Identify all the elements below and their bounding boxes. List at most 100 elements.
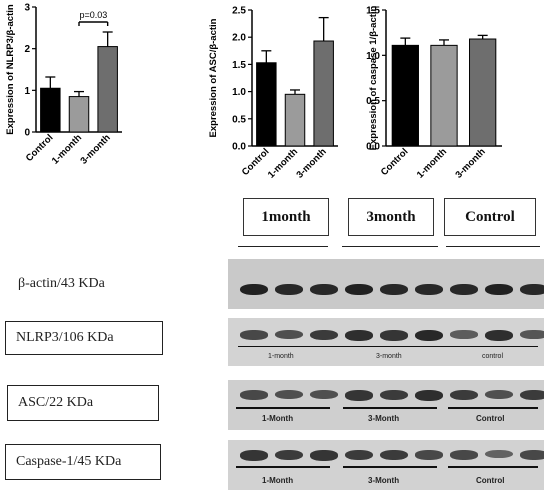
blot-band <box>415 284 443 296</box>
blot-band <box>275 450 303 461</box>
y-tick-label: 1 <box>24 86 30 97</box>
blot-band <box>450 390 478 401</box>
blot-band <box>450 450 478 460</box>
bar <box>430 44 458 147</box>
blot-group-label: 3-month <box>376 353 402 360</box>
bar <box>97 46 118 133</box>
blot-band <box>240 284 268 296</box>
blot-divider <box>236 466 330 468</box>
blot-band <box>520 450 544 460</box>
blot-group-label: Control <box>476 476 505 485</box>
lane-group-3month: 3month <box>348 198 434 236</box>
blot-divider <box>236 407 330 409</box>
blot-band <box>380 390 408 401</box>
lane-group-underline <box>238 246 328 247</box>
bar <box>284 93 306 147</box>
y-tick-label: 1.5 <box>366 6 380 17</box>
protein-label-caspase1: Caspase-1/45 KDa <box>5 444 161 480</box>
y-tick-label: 0 <box>24 128 30 139</box>
x-tick-label: 1-month <box>415 146 449 180</box>
blot-band <box>240 450 268 461</box>
blot-band <box>275 330 303 340</box>
blot-band <box>415 390 443 401</box>
blot-group-label: 1-Month <box>262 414 294 423</box>
bar <box>469 38 497 147</box>
blot-band <box>380 450 408 461</box>
blot-band <box>310 390 338 400</box>
blot-band <box>380 284 408 296</box>
blot-band <box>345 390 373 401</box>
x-tick-label: 3-month <box>79 132 113 166</box>
y-tick-label: 1.5 <box>232 60 246 71</box>
bar <box>313 40 334 147</box>
lane-group-1month: 1month <box>243 198 329 236</box>
blot-band <box>520 390 544 401</box>
protein-label-beta-actin: β-actin/43 KDa <box>18 276 105 291</box>
blot-group-label: 3-Month <box>368 476 400 485</box>
blot-divider <box>448 407 538 409</box>
bar <box>391 44 419 147</box>
blot-group-label: 1-month <box>268 353 294 360</box>
blot-band <box>485 390 513 400</box>
western-blot-nlrp3: 1-month 3-month control <box>228 318 544 366</box>
protein-label-nlrp3: NLRP3/106 KDa <box>5 321 163 355</box>
lane-group-underline <box>446 246 540 247</box>
y-tick-label: 3 <box>24 3 30 14</box>
y-axis-label: Expression of NLRP3/β-actin <box>5 4 16 135</box>
blot-band <box>310 450 338 461</box>
blot-divider <box>343 466 437 468</box>
blot-group-label: 1-Month <box>262 476 294 485</box>
protein-label-asc: ASC/22 KDa <box>7 385 159 421</box>
x-tick-label: 3-month <box>295 146 329 180</box>
x-tick-label: 1-month <box>266 146 300 180</box>
blot-band <box>275 390 303 400</box>
blot-divider <box>238 346 538 347</box>
y-tick-label: 2 <box>24 44 30 55</box>
blot-band <box>380 330 408 341</box>
bar <box>68 96 90 133</box>
blot-group-label: Control <box>476 414 505 423</box>
blot-band <box>345 284 373 296</box>
x-tick-label: 1-month <box>50 132 84 166</box>
blot-band <box>450 330 478 339</box>
x-tick-label: Control <box>379 146 411 178</box>
blot-band <box>310 330 338 341</box>
blot-band <box>485 284 513 296</box>
bar <box>40 87 61 133</box>
significance-label: p=0.03 <box>79 10 107 20</box>
y-tick-label: 1.0 <box>232 87 246 98</box>
y-tick-label: 1.0 <box>366 51 380 62</box>
blot-band <box>345 330 373 341</box>
y-tick-label: 0.0 <box>366 142 380 153</box>
y-axis-label: Expression of ASC/β-actin <box>208 18 219 137</box>
lane-group-control: Control <box>444 198 536 236</box>
bar <box>256 62 277 147</box>
blot-band <box>275 284 303 296</box>
blot-group-label: 3-Month <box>368 414 400 423</box>
blot-group-label: control <box>482 353 504 360</box>
blot-band <box>520 284 544 296</box>
y-tick-label: 2.5 <box>232 6 246 17</box>
blot-band <box>240 390 268 400</box>
western-blot-asc: 1-Month 3-Month Control <box>228 380 544 430</box>
blot-band <box>345 450 373 461</box>
blot-band <box>310 284 338 296</box>
y-tick-label: 0.5 <box>366 96 380 107</box>
blot-divider <box>448 466 538 468</box>
blot-band <box>485 330 513 341</box>
y-tick-label: 0.0 <box>232 142 246 153</box>
blot-band <box>415 450 443 460</box>
lane-group-underline <box>342 246 438 247</box>
blot-divider <box>343 407 437 409</box>
blot-band <box>240 330 268 340</box>
western-blot-beta-actin <box>228 259 544 309</box>
blot-band <box>485 450 513 459</box>
blot-band <box>415 330 443 342</box>
western-blot-caspase1: 1-Month 3-Month Control <box>228 440 544 490</box>
x-tick-label: 3-month <box>454 146 488 180</box>
y-tick-label: 2.0 <box>232 33 246 44</box>
blot-band <box>520 330 544 339</box>
